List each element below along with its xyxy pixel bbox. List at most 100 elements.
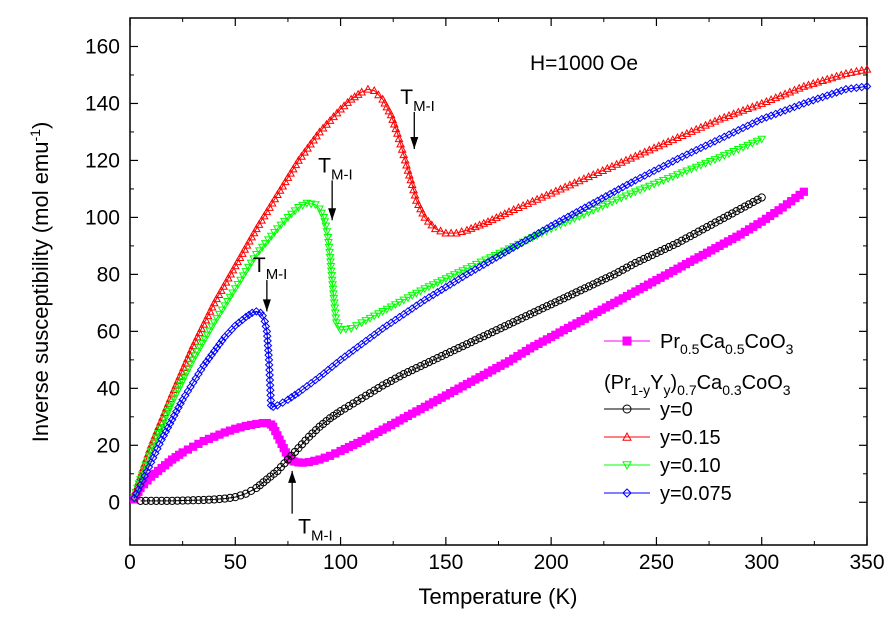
data-point bbox=[265, 370, 274, 380]
data-point bbox=[160, 416, 169, 425]
data-point bbox=[710, 156, 720, 165]
data-point bbox=[424, 283, 434, 292]
data-point bbox=[214, 290, 224, 299]
data-point bbox=[593, 204, 603, 213]
data-point bbox=[818, 92, 827, 102]
data-point bbox=[631, 258, 640, 268]
data-point bbox=[749, 197, 758, 207]
data-point bbox=[266, 385, 275, 395]
data-point bbox=[278, 398, 287, 407]
data-point bbox=[303, 143, 312, 152]
data-point bbox=[690, 229, 699, 239]
data-point bbox=[290, 390, 300, 400]
data-point bbox=[251, 251, 261, 260]
data-point bbox=[416, 287, 426, 296]
data-point bbox=[230, 321, 240, 330]
data-point bbox=[467, 263, 477, 272]
data-point bbox=[182, 369, 192, 378]
data-point bbox=[326, 267, 336, 276]
data-point bbox=[450, 346, 459, 355]
data-point bbox=[357, 394, 366, 403]
data-point bbox=[261, 322, 271, 331]
data-point bbox=[283, 172, 293, 181]
data-point bbox=[349, 399, 358, 408]
data-point bbox=[822, 91, 832, 100]
data-point bbox=[225, 293, 235, 302]
data-point bbox=[681, 234, 691, 243]
data-point bbox=[264, 360, 274, 370]
data-point bbox=[622, 404, 632, 414]
data-point bbox=[432, 279, 442, 288]
data-point bbox=[286, 210, 296, 219]
data-point bbox=[324, 243, 334, 252]
data-point bbox=[500, 322, 509, 331]
data-point bbox=[729, 148, 739, 157]
data-point bbox=[626, 178, 636, 187]
data-point bbox=[291, 160, 301, 169]
data-point bbox=[217, 336, 227, 345]
data-point bbox=[804, 97, 813, 107]
data-point bbox=[626, 190, 636, 199]
data-point bbox=[496, 324, 505, 333]
series-1 bbox=[136, 193, 766, 505]
data-point bbox=[204, 495, 214, 504]
data-point bbox=[391, 374, 400, 383]
data-point bbox=[328, 285, 338, 294]
data-point bbox=[251, 224, 261, 233]
data-point bbox=[711, 218, 720, 227]
data-point bbox=[215, 339, 224, 349]
data-point bbox=[168, 496, 177, 505]
data-point bbox=[269, 229, 279, 238]
data-point bbox=[234, 318, 244, 328]
data-point bbox=[723, 211, 733, 220]
data-point bbox=[378, 94, 388, 103]
data-point bbox=[264, 355, 274, 365]
data-point bbox=[257, 215, 267, 224]
legend-entry: y=0 bbox=[604, 399, 693, 421]
data-point bbox=[580, 203, 590, 213]
data-point bbox=[225, 493, 235, 502]
data-point bbox=[441, 228, 451, 237]
data-point bbox=[152, 496, 161, 505]
data-point bbox=[568, 290, 577, 299]
data-point bbox=[275, 185, 285, 194]
data-point bbox=[264, 350, 273, 360]
data-point bbox=[614, 185, 623, 194]
data-point bbox=[762, 113, 771, 122]
data-point bbox=[233, 280, 243, 289]
data-point bbox=[194, 496, 203, 505]
annotation-label: TM-I bbox=[400, 86, 435, 115]
legend-header: (Pr1-yYy)0.7Ca0.3CoO3 bbox=[604, 372, 791, 398]
data-point bbox=[462, 340, 472, 349]
data-point bbox=[141, 496, 150, 505]
data-point bbox=[534, 306, 543, 315]
data-point bbox=[186, 360, 196, 369]
data-point bbox=[212, 294, 222, 303]
data-point bbox=[315, 127, 324, 136]
data-point bbox=[193, 348, 203, 357]
data-point bbox=[195, 344, 205, 353]
data-point bbox=[298, 201, 308, 210]
data-point bbox=[538, 304, 547, 313]
data-point bbox=[394, 134, 404, 143]
data-point bbox=[220, 302, 230, 311]
data-point bbox=[616, 194, 626, 203]
data-point bbox=[390, 301, 400, 310]
series-0 bbox=[130, 187, 808, 504]
data-point bbox=[322, 119, 331, 128]
data-point bbox=[378, 308, 388, 317]
data-point bbox=[416, 204, 426, 213]
data-point bbox=[222, 298, 232, 307]
data-point bbox=[340, 404, 349, 413]
data-point bbox=[146, 496, 156, 505]
data-point bbox=[449, 271, 459, 280]
y-tick-label: 20 bbox=[97, 434, 120, 457]
y-tick-label: 0 bbox=[108, 491, 120, 514]
data-point bbox=[593, 278, 602, 287]
data-point bbox=[195, 328, 204, 337]
data-point bbox=[677, 236, 686, 245]
data-point bbox=[220, 494, 229, 503]
data-point bbox=[696, 161, 706, 170]
data-point bbox=[446, 228, 456, 237]
data-point bbox=[652, 248, 661, 258]
